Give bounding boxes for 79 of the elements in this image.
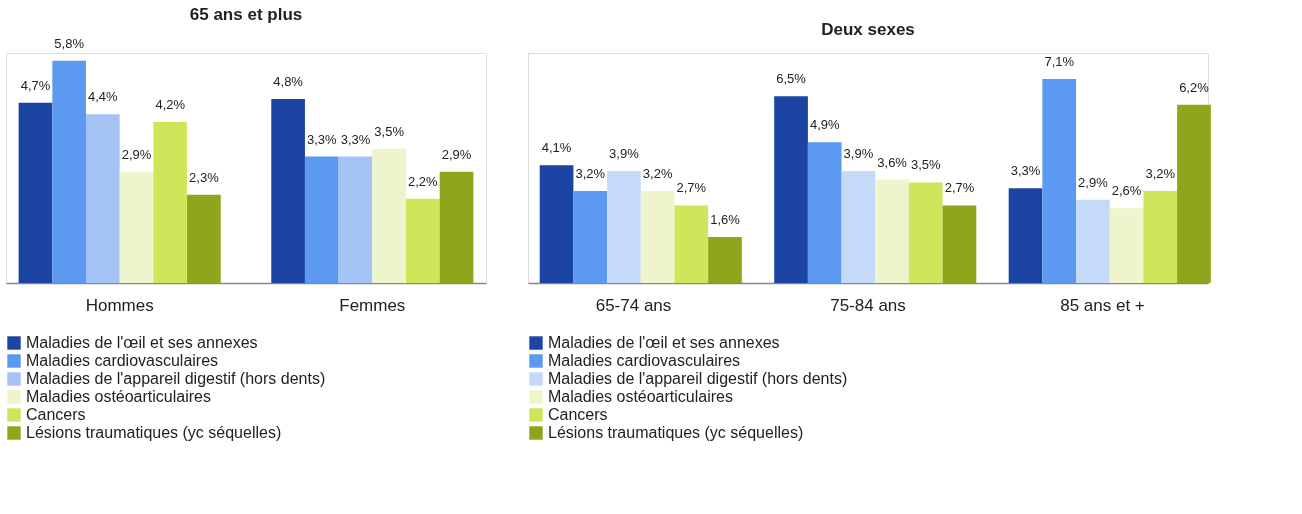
data-label: 5,8% bbox=[54, 35, 85, 51]
data-label: 2,3% bbox=[189, 169, 220, 185]
legend-label: Maladies de l'œil et ses annexes bbox=[548, 334, 780, 351]
chart-title: Deux sexes bbox=[821, 20, 915, 39]
data-label: 3,3% bbox=[306, 131, 338, 147]
legend-label: Cancers bbox=[26, 406, 86, 423]
legend-label: Lésions traumatiques (yc séquelles) bbox=[26, 424, 282, 441]
bar bbox=[304, 156, 339, 283]
bar bbox=[372, 148, 406, 283]
bar bbox=[187, 194, 221, 283]
data-label: 2,2% bbox=[408, 173, 439, 189]
legend-label: Maladies de l'œil et ses annexes bbox=[26, 334, 258, 351]
bar bbox=[607, 170, 641, 283]
data-label: 3,2% bbox=[642, 166, 673, 181]
bar bbox=[406, 198, 440, 283]
bar bbox=[908, 182, 943, 283]
data-label: 6,2% bbox=[1179, 79, 1210, 95]
data-label: 4,1% bbox=[541, 140, 572, 156]
bar bbox=[1076, 199, 1110, 283]
bar bbox=[153, 122, 188, 283]
bar bbox=[1143, 191, 1178, 283]
data-label: 1,6% bbox=[710, 212, 741, 227]
data-label: 4,2% bbox=[155, 97, 186, 112]
data-label: 2,7% bbox=[676, 180, 707, 196]
legend-label: Maladies de l'appareil digestif (hors dents) bbox=[548, 370, 848, 387]
bar bbox=[1177, 104, 1211, 283]
bar bbox=[52, 60, 86, 283]
data-label: 3,9% bbox=[843, 145, 874, 161]
bar bbox=[18, 102, 53, 283]
data-label: 4,8% bbox=[273, 74, 304, 89]
chart-title: 65 ans et plus bbox=[189, 4, 303, 24]
bar bbox=[1008, 188, 1043, 283]
x-tick-label: Hommes bbox=[85, 295, 154, 315]
data-label: 2,7% bbox=[944, 180, 975, 196]
data-label: 3,2% bbox=[1145, 166, 1176, 181]
data-label: 7,1% bbox=[1044, 53, 1075, 69]
bar bbox=[539, 165, 574, 283]
bar bbox=[1042, 78, 1077, 283]
x-tick-label: 65-74 ans bbox=[595, 295, 672, 315]
legend-label: Maladies ostéoarticulaires bbox=[26, 388, 211, 405]
data-label: 2,9% bbox=[441, 146, 472, 162]
bar bbox=[841, 170, 876, 283]
legend-label: Maladies cardiovasculaires bbox=[548, 352, 741, 369]
bar bbox=[439, 171, 474, 283]
bar bbox=[674, 205, 709, 283]
bar bbox=[942, 205, 977, 283]
bar bbox=[708, 237, 742, 283]
legend-label: Lésions traumatiques (yc séquelles) bbox=[548, 424, 804, 441]
bar bbox=[338, 156, 373, 283]
bar bbox=[119, 171, 154, 283]
data-label: 6,5% bbox=[776, 71, 807, 87]
bar bbox=[271, 99, 305, 283]
data-label: 3,2% bbox=[575, 166, 606, 181]
data-label: 4,9% bbox=[809, 117, 840, 133]
bar bbox=[875, 179, 909, 283]
bar bbox=[807, 142, 842, 283]
bar bbox=[774, 96, 808, 283]
data-label: 3,3% bbox=[1010, 163, 1041, 179]
legend-label: Maladies cardiovasculaires bbox=[26, 352, 219, 369]
x-tick-label: 75-84 ans bbox=[830, 295, 906, 315]
bar bbox=[1109, 208, 1144, 283]
data-label: 3,5% bbox=[910, 157, 942, 173]
data-label: 3,6% bbox=[877, 154, 908, 170]
data-label: 2,9% bbox=[1078, 174, 1109, 190]
data-label: 2,6% bbox=[1111, 183, 1142, 199]
bar bbox=[573, 191, 608, 283]
legend-label: Cancers bbox=[548, 406, 608, 423]
legend-label: Maladies ostéoarticulaires bbox=[548, 388, 733, 405]
bar bbox=[640, 191, 675, 283]
data-label: 3,3% bbox=[340, 131, 371, 147]
data-label: 4,7% bbox=[20, 77, 51, 93]
legend-label: Maladies de l'appareil digestif (hors dents) bbox=[26, 370, 326, 387]
x-tick-label: 85 ans et + bbox=[1060, 295, 1145, 315]
data-label: 3,5% bbox=[374, 123, 405, 139]
bar bbox=[86, 114, 120, 283]
data-label: 3,9% bbox=[609, 145, 640, 161]
data-label: 4,4% bbox=[88, 89, 119, 105]
x-tick-label: Femmes bbox=[339, 295, 406, 315]
data-label: 2,9% bbox=[121, 146, 152, 162]
